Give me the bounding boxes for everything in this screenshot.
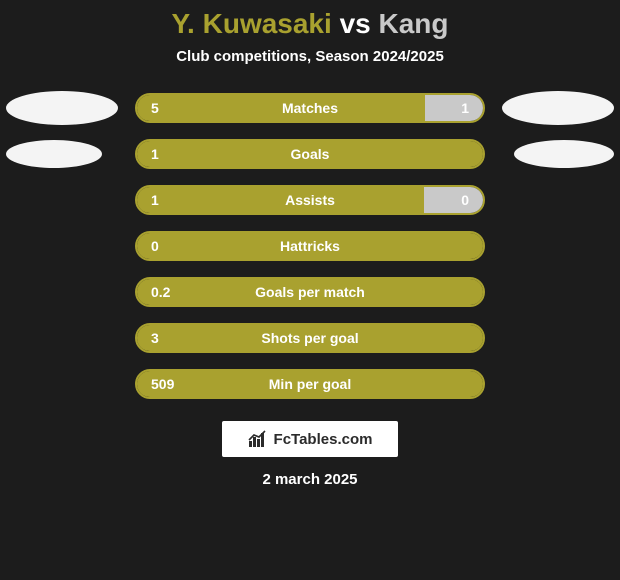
stat-bar: 0 Hattricks xyxy=(135,231,485,261)
footer-date: 2 march 2025 xyxy=(0,471,620,488)
stat-row: 509 Min per goal xyxy=(0,369,620,399)
stat-bar: 1 Assists 0 xyxy=(135,185,485,215)
avatar-icon xyxy=(502,91,614,125)
title-player1: Y. Kuwasaki xyxy=(171,8,331,39)
stat-label: Matches xyxy=(282,100,338,116)
stat-row: 0 Hattricks xyxy=(0,231,620,261)
avatar-icon xyxy=(6,140,102,168)
bar-segment-left xyxy=(137,187,424,213)
stat-label: Goals xyxy=(291,146,330,162)
stats-area: 5 Matches 1 1 Goals 1 Assists 0 0 Hattricks 0.2 Goa… xyxy=(0,93,620,399)
page-title: Y. Kuwasaki vs Kang xyxy=(0,8,620,40)
stat-value-left: 0.2 xyxy=(151,284,170,300)
barchart-icon xyxy=(248,429,270,449)
stat-row: 3 Shots per goal xyxy=(0,323,620,353)
bar-segment-right xyxy=(424,187,483,213)
stat-bar: 1 Goals xyxy=(135,139,485,169)
stat-value-left: 0 xyxy=(151,238,159,254)
stat-bar: 5 Matches 1 xyxy=(135,93,485,123)
stat-row: 0.2 Goals per match xyxy=(0,277,620,307)
subtitle: Club competitions, Season 2024/2025 xyxy=(0,48,620,65)
avatar-icon xyxy=(514,140,614,168)
stat-row: 1 Assists 0 xyxy=(0,185,620,215)
stat-bar: 509 Min per goal xyxy=(135,369,485,399)
title-vs: vs xyxy=(340,8,371,39)
stat-bar: 3 Shots per goal xyxy=(135,323,485,353)
stat-label: Assists xyxy=(285,192,335,208)
stat-value-right: 1 xyxy=(461,100,469,116)
stat-value-left: 3 xyxy=(151,330,159,346)
stat-label: Min per goal xyxy=(269,376,351,392)
stat-label: Shots per goal xyxy=(261,330,358,346)
stat-label: Hattricks xyxy=(280,238,340,254)
title-player2: Kang xyxy=(379,8,449,39)
logo-box: FcTables.com xyxy=(222,421,398,457)
stat-row: 5 Matches 1 xyxy=(0,93,620,123)
logo-text: FcTables.com xyxy=(274,431,373,448)
stat-row: 1 Goals xyxy=(0,139,620,169)
stat-label: Goals per match xyxy=(255,284,365,300)
avatar-icon xyxy=(6,91,118,125)
stat-bar: 0.2 Goals per match xyxy=(135,277,485,307)
stat-value-right: 0 xyxy=(461,192,469,208)
stat-value-left: 5 xyxy=(151,100,159,116)
stat-value-left: 509 xyxy=(151,376,174,392)
bar-segment-right xyxy=(425,95,483,121)
stat-value-left: 1 xyxy=(151,146,159,162)
stat-value-left: 1 xyxy=(151,192,159,208)
